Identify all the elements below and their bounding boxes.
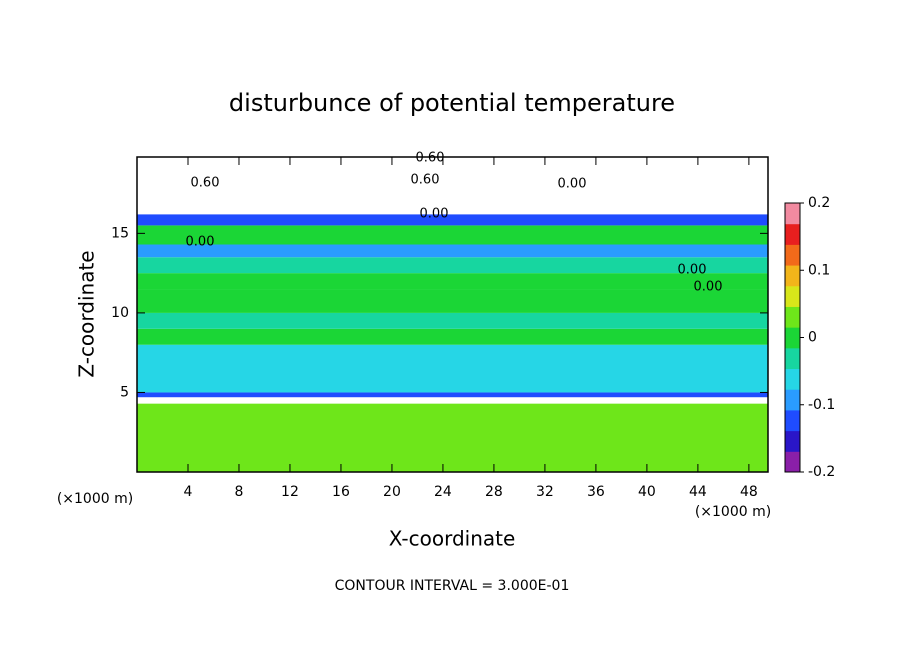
y-tick-label: 15 — [111, 225, 129, 241]
colorbar-tick-label: 0 — [808, 330, 817, 346]
x-tick-label: 8 — [235, 484, 244, 500]
field-band — [137, 344, 768, 393]
y-unit-label: (×1000 m) — [57, 491, 133, 507]
colorbar-tick-label: -0.1 — [808, 397, 835, 413]
contour-label: 0.00 — [558, 177, 587, 192]
x-axis-label: X-coordinate — [389, 527, 516, 551]
colorbar-swatch — [785, 430, 800, 452]
contour-label: 0.00 — [694, 280, 723, 295]
colorbar-swatch — [785, 203, 800, 225]
chart-title: disturbunce of potential temperature — [229, 89, 675, 117]
field-band — [137, 312, 768, 329]
field-band — [137, 244, 768, 258]
field-band — [137, 214, 768, 226]
x-tick-label: 4 — [184, 484, 193, 500]
colorbar-swatch — [785, 451, 800, 473]
x-tick-label: 36 — [587, 484, 605, 500]
colorbar-swatch — [785, 409, 800, 432]
x-tick-label: 24 — [434, 484, 452, 500]
field-band — [137, 392, 768, 398]
y-tick-label: 10 — [111, 305, 129, 321]
contour-label: 0.60 — [416, 151, 445, 166]
x-tick-label: 28 — [485, 484, 503, 500]
y-axis-label: Z-coordinate — [75, 250, 99, 377]
field-band — [137, 289, 768, 313]
x-tick-label: 12 — [281, 484, 299, 500]
x-tick-label: 40 — [638, 484, 656, 500]
x-tick-label: 44 — [689, 484, 707, 500]
field-band — [137, 257, 768, 274]
field-band — [137, 157, 768, 215]
field-band — [137, 225, 768, 245]
field-band — [137, 273, 768, 290]
x-tick-label: 32 — [536, 484, 554, 500]
colorbar-swatch — [785, 244, 800, 266]
colorbar-tick-label: -0.2 — [808, 464, 835, 480]
plot-frame — [136, 156, 769, 473]
colorbar-swatch — [785, 327, 800, 349]
field-band — [137, 397, 768, 404]
field-band — [137, 328, 768, 345]
contour-label: 0.00 — [678, 263, 707, 278]
contour-label: 0.60 — [411, 173, 440, 188]
colorbar-swatch — [785, 347, 800, 370]
colorbar-tick-label: 0.2 — [808, 195, 830, 211]
colorbar-swatch — [785, 265, 800, 287]
y-tick-label: 5 — [120, 384, 129, 400]
x-tick-label: 48 — [740, 484, 758, 500]
x-tick-label: 16 — [332, 484, 350, 500]
colorbar-swatch — [785, 285, 800, 307]
contour-label: 0.60 — [191, 176, 220, 191]
contour-label: 0.00 — [186, 235, 215, 250]
colorbar-swatch — [785, 223, 800, 245]
colorbar-swatch — [785, 368, 800, 390]
colorbar-swatch — [785, 306, 800, 328]
x-tick-label: 20 — [383, 484, 401, 500]
contour-label: 0.00 — [420, 207, 449, 222]
field-band — [137, 403, 768, 472]
colorbar-tick-label: 0.1 — [808, 262, 830, 278]
footer-note: CONTOUR INTERVAL = 3.000E-01 — [335, 578, 570, 594]
x-unit-label: (×1000 m) — [695, 504, 771, 520]
colorbar-swatch — [785, 389, 800, 411]
